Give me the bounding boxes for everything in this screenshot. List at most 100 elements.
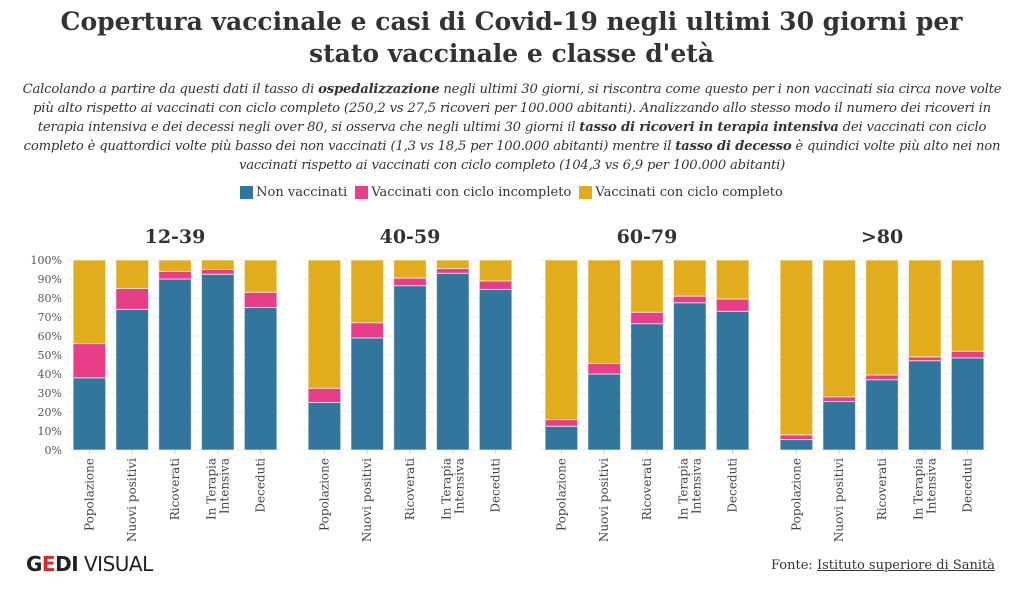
x-tick-label: Deceduti bbox=[726, 458, 740, 513]
bar-non-vaccinati bbox=[307, 402, 342, 451]
bar-vaccinati-con-ciclo-incompleto bbox=[950, 350, 985, 359]
y-tick-label: 20% bbox=[38, 406, 62, 419]
bar-vaccinati-con-ciclo-incompleto bbox=[822, 396, 856, 403]
bar-non-vaccinati bbox=[158, 278, 192, 451]
bar-vaccinati-con-ciclo-incompleto bbox=[436, 268, 470, 274]
y-tick-label: 0% bbox=[45, 444, 62, 457]
bar-vaccinati-con-ciclo-completo bbox=[544, 259, 579, 421]
bar-vaccinati-con-ciclo-incompleto bbox=[115, 288, 149, 310]
subtitle-bold: tasso di decesso bbox=[675, 139, 792, 154]
bar-vaccinati-con-ciclo-completo bbox=[201, 259, 235, 270]
source: Fonte: Istituto superiore di Sanità bbox=[771, 558, 995, 573]
x-tick-label: Intensiva bbox=[924, 458, 938, 514]
bar-non-vaccinati bbox=[544, 425, 579, 451]
bar-vaccinati-con-ciclo-completo bbox=[908, 259, 942, 358]
panel-title: >80 bbox=[861, 226, 903, 248]
chart-subtitle: Calcolando a partire da questi dati il t… bbox=[22, 80, 1002, 175]
x-tick-label: Nuovi positivi bbox=[125, 458, 139, 542]
bar-vaccinati-con-ciclo-incompleto bbox=[243, 291, 278, 308]
x-tick-label: Nuovi positivi bbox=[832, 458, 846, 542]
bar-vaccinati-con-ciclo-incompleto bbox=[908, 356, 942, 362]
bar-vaccinati-con-ciclo-completo bbox=[436, 259, 470, 270]
bar-non-vaccinati bbox=[350, 337, 384, 451]
y-tick-label: 90% bbox=[38, 273, 62, 286]
panel-0: 12-39 Popolazione Nuovi positivi Ricoverati… bbox=[68, 226, 282, 542]
legend-swatch bbox=[579, 186, 593, 199]
bar-non-vaccinati bbox=[393, 285, 427, 451]
x-tick-label: In Terapia bbox=[676, 458, 690, 520]
panel-title: 40-59 bbox=[380, 226, 441, 248]
bar-non-vaccinati bbox=[478, 288, 513, 451]
bar-non-vaccinati bbox=[201, 273, 235, 451]
bar-non-vaccinati bbox=[950, 357, 985, 451]
bar-non-vaccinati bbox=[673, 302, 707, 451]
bar-vaccinati-con-ciclo-incompleto bbox=[630, 311, 664, 325]
bar-vaccinati-con-ciclo-incompleto bbox=[350, 322, 384, 339]
bar-vaccinati-con-ciclo-completo bbox=[779, 259, 814, 436]
legend-item-ciclo-incompleto[interactable]: Vaccinati con ciclo incompleto bbox=[355, 185, 571, 200]
bar-non-vaccinati bbox=[865, 379, 899, 451]
x-tick-label: Deceduti bbox=[254, 458, 268, 513]
legend-item-ciclo-completo[interactable]: Vaccinati con ciclo completo bbox=[579, 185, 783, 200]
bar-non-vaccinati bbox=[115, 308, 149, 451]
panel-title: 60-79 bbox=[617, 226, 678, 248]
x-tick-label: In Terapia bbox=[204, 458, 218, 520]
bar-vaccinati-con-ciclo-incompleto bbox=[587, 363, 621, 375]
bar-vaccinati-con-ciclo-completo bbox=[673, 259, 707, 297]
bar-vaccinati-con-ciclo-incompleto bbox=[393, 277, 427, 287]
x-tick-label: In Terapia bbox=[911, 458, 925, 520]
legend-item-non-vaccinati[interactable]: Non vaccinati bbox=[240, 185, 347, 200]
subtitle-text: negli ultimi 30 giorni, si riscontra com… bbox=[33, 82, 1002, 135]
panel-title: 12-39 bbox=[145, 226, 206, 248]
y-tick-label: 100% bbox=[31, 254, 62, 267]
x-tick-label: Ricoverati bbox=[875, 458, 889, 520]
legend-swatch bbox=[355, 186, 369, 199]
bar-non-vaccinati bbox=[587, 373, 621, 451]
legend-label: Vaccinati con ciclo incompleto bbox=[371, 185, 572, 200]
y-tick-label: 80% bbox=[38, 292, 62, 305]
x-tick-label: Popolazione bbox=[317, 458, 331, 531]
bar-vaccinati-con-ciclo-incompleto bbox=[478, 280, 513, 290]
x-tick-label: Intensiva bbox=[217, 458, 231, 514]
bar-vaccinati-con-ciclo-completo bbox=[630, 259, 664, 313]
legend-label: Non vaccinati bbox=[256, 185, 348, 200]
bar-vaccinati-con-ciclo-completo bbox=[243, 259, 278, 293]
subtitle-text: Calcolando a partire da questi dati il t… bbox=[22, 82, 319, 97]
bar-vaccinati-con-ciclo-completo bbox=[72, 259, 107, 345]
bar-vaccinati-con-ciclo-incompleto bbox=[673, 295, 707, 304]
bar-non-vaccinati bbox=[779, 439, 814, 451]
x-tick-label: Nuovi positivi bbox=[360, 458, 374, 542]
bar-vaccinati-con-ciclo-completo bbox=[587, 259, 621, 365]
panel-2: 60-79 Popolazione Nuovi positivi Ricoverati… bbox=[540, 226, 754, 542]
bar-vaccinati-con-ciclo-completo bbox=[115, 259, 149, 289]
bar-vaccinati-con-ciclo-incompleto bbox=[779, 434, 814, 441]
y-tick-label: 30% bbox=[38, 387, 62, 400]
legend-swatch bbox=[240, 186, 254, 199]
source-link[interactable]: Istituto superiore di Sanità bbox=[816, 558, 995, 573]
bar-vaccinati-con-ciclo-completo bbox=[865, 259, 899, 376]
bar-vaccinati-con-ciclo-incompleto bbox=[715, 298, 750, 312]
bar-non-vaccinati bbox=[715, 310, 750, 451]
bar-vaccinati-con-ciclo-completo bbox=[158, 259, 192, 272]
bar-vaccinati-con-ciclo-completo bbox=[393, 259, 427, 279]
bar-vaccinati-con-ciclo-completo bbox=[307, 259, 342, 389]
subtitle-bold: ospedalizzazione bbox=[318, 82, 440, 97]
source-label: Fonte: bbox=[771, 558, 817, 573]
subtitle-text: dei vaccinati con ciclo completo è quatt… bbox=[23, 120, 987, 154]
bar-vaccinati-con-ciclo-completo bbox=[715, 259, 750, 300]
x-tick-label: Intensiva bbox=[452, 458, 466, 514]
x-tick-label: Ricoverati bbox=[403, 458, 417, 520]
bar-vaccinati-con-ciclo-completo bbox=[478, 259, 513, 282]
x-tick-label: Popolazione bbox=[554, 458, 568, 531]
x-tick-label: Deceduti bbox=[961, 458, 975, 513]
y-tick-label: 10% bbox=[38, 425, 62, 438]
bar-vaccinati-con-ciclo-incompleto bbox=[865, 374, 899, 381]
x-tick-label: Deceduti bbox=[489, 458, 503, 513]
bar-non-vaccinati bbox=[72, 377, 107, 451]
bar-non-vaccinati bbox=[630, 323, 664, 451]
y-tick-label: 40% bbox=[38, 368, 62, 381]
bar-vaccinati-con-ciclo-incompleto bbox=[201, 269, 235, 275]
bar-non-vaccinati bbox=[908, 360, 942, 451]
bar-non-vaccinati bbox=[822, 401, 856, 451]
x-tick-label: Nuovi positivi bbox=[597, 458, 611, 542]
